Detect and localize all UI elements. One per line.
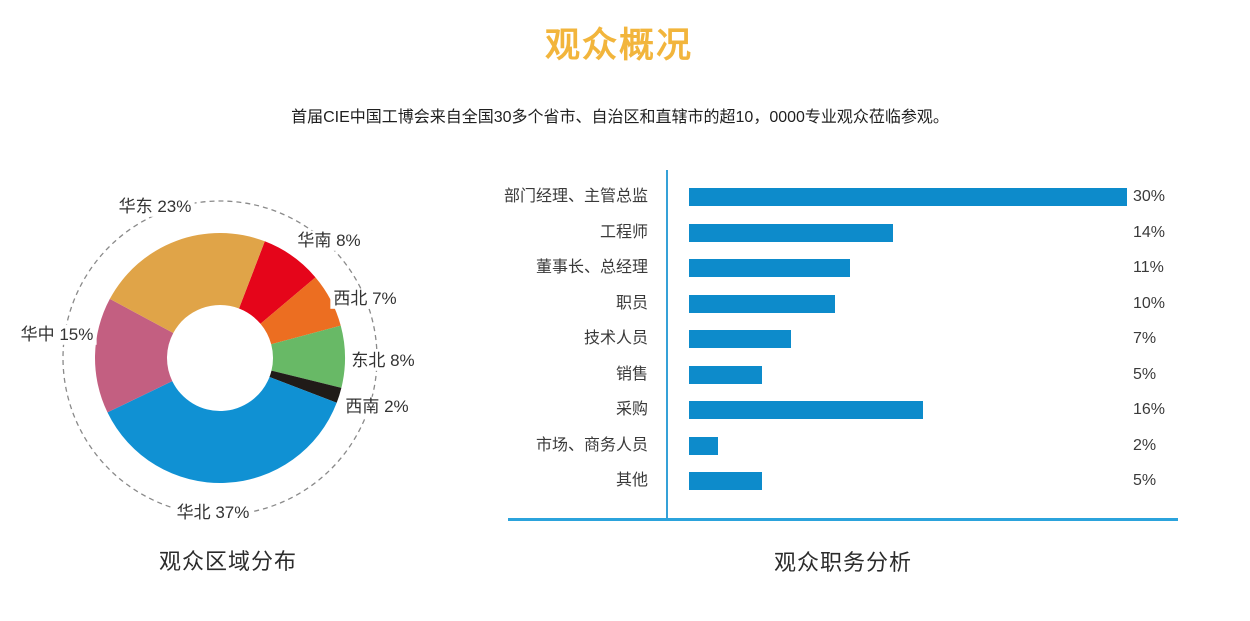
bar-label-4: 职员 xyxy=(615,294,648,312)
region-distribution-chart: 华南 8% 西北 7% 东北 8% 西南 2% 华北 37% 华中 15% 华东 23% 观… xyxy=(0,0,470,621)
region-chart-title: 观众区域分布 xyxy=(158,549,297,574)
donut-chart-svg xyxy=(62,200,378,516)
donut-label-华中: 华中 15% xyxy=(17,324,97,346)
bar-label-1: 部门经理、主管总监 xyxy=(503,188,648,205)
bar-1 xyxy=(689,188,1127,206)
bar-value-7: 16% xyxy=(1133,401,1166,418)
page-title: 观众概况 xyxy=(544,26,693,65)
donut-segment-华中 xyxy=(95,298,174,413)
bar-value-3: 11% xyxy=(1133,259,1164,276)
bar-value-2: 14% xyxy=(1133,223,1166,241)
bar-label-2: 工程师 xyxy=(599,223,648,241)
bar-chart-baseline xyxy=(508,518,1178,521)
donut-segment-华北 xyxy=(107,376,337,484)
bar-value-4: 10% xyxy=(1133,294,1166,312)
bar-chart-y-axis-line xyxy=(666,170,668,520)
bar-8 xyxy=(689,436,718,455)
page-subtitle: 首届CIE中国工博会来自全国30多个省市、自治区和直辖市的超10，0000专业观… xyxy=(291,109,949,126)
donut-label-西北: 西北 7% xyxy=(330,288,400,310)
donut-segment-东北 xyxy=(271,325,345,388)
donut-segment-华南 xyxy=(238,241,316,324)
bar-9 xyxy=(689,472,762,490)
donut-label-华北: 华北 37% xyxy=(173,502,253,524)
bar-value-9: 5% xyxy=(1133,472,1157,489)
bar-label-7: 采购 xyxy=(615,401,648,418)
bar-value-6: 5% xyxy=(1133,365,1157,383)
bar-4 xyxy=(689,294,835,313)
bar-label-9: 其他 xyxy=(615,472,648,489)
bar-value-1: 30% xyxy=(1133,188,1166,205)
donut-label-西南: 西南 2% xyxy=(342,396,412,418)
donut-segment-华东 xyxy=(109,232,265,333)
bar-label-6: 销售 xyxy=(615,365,648,383)
donut-segment-西南 xyxy=(269,370,342,403)
bar-label-3: 董事长、总经理 xyxy=(535,259,648,276)
bar-3 xyxy=(689,259,850,277)
bar-6 xyxy=(689,365,762,384)
bar-value-5: 7% xyxy=(1133,330,1157,347)
bar-5 xyxy=(689,330,791,348)
donut-segment-西北 xyxy=(260,277,341,345)
donut-label-华东: 华东 23% xyxy=(115,196,195,218)
donut-label-东北: 东北 8% xyxy=(348,350,418,372)
job-chart-title: 观众职务分析 xyxy=(773,550,912,575)
donut-label-华南: 华南 8% xyxy=(294,230,364,252)
bar-2 xyxy=(689,223,893,242)
bar-7 xyxy=(689,401,923,419)
bar-value-8: 2% xyxy=(1133,436,1157,454)
bar-label-5: 技术人员 xyxy=(583,330,648,347)
bar-label-8: 市场、商务人员 xyxy=(535,436,648,454)
